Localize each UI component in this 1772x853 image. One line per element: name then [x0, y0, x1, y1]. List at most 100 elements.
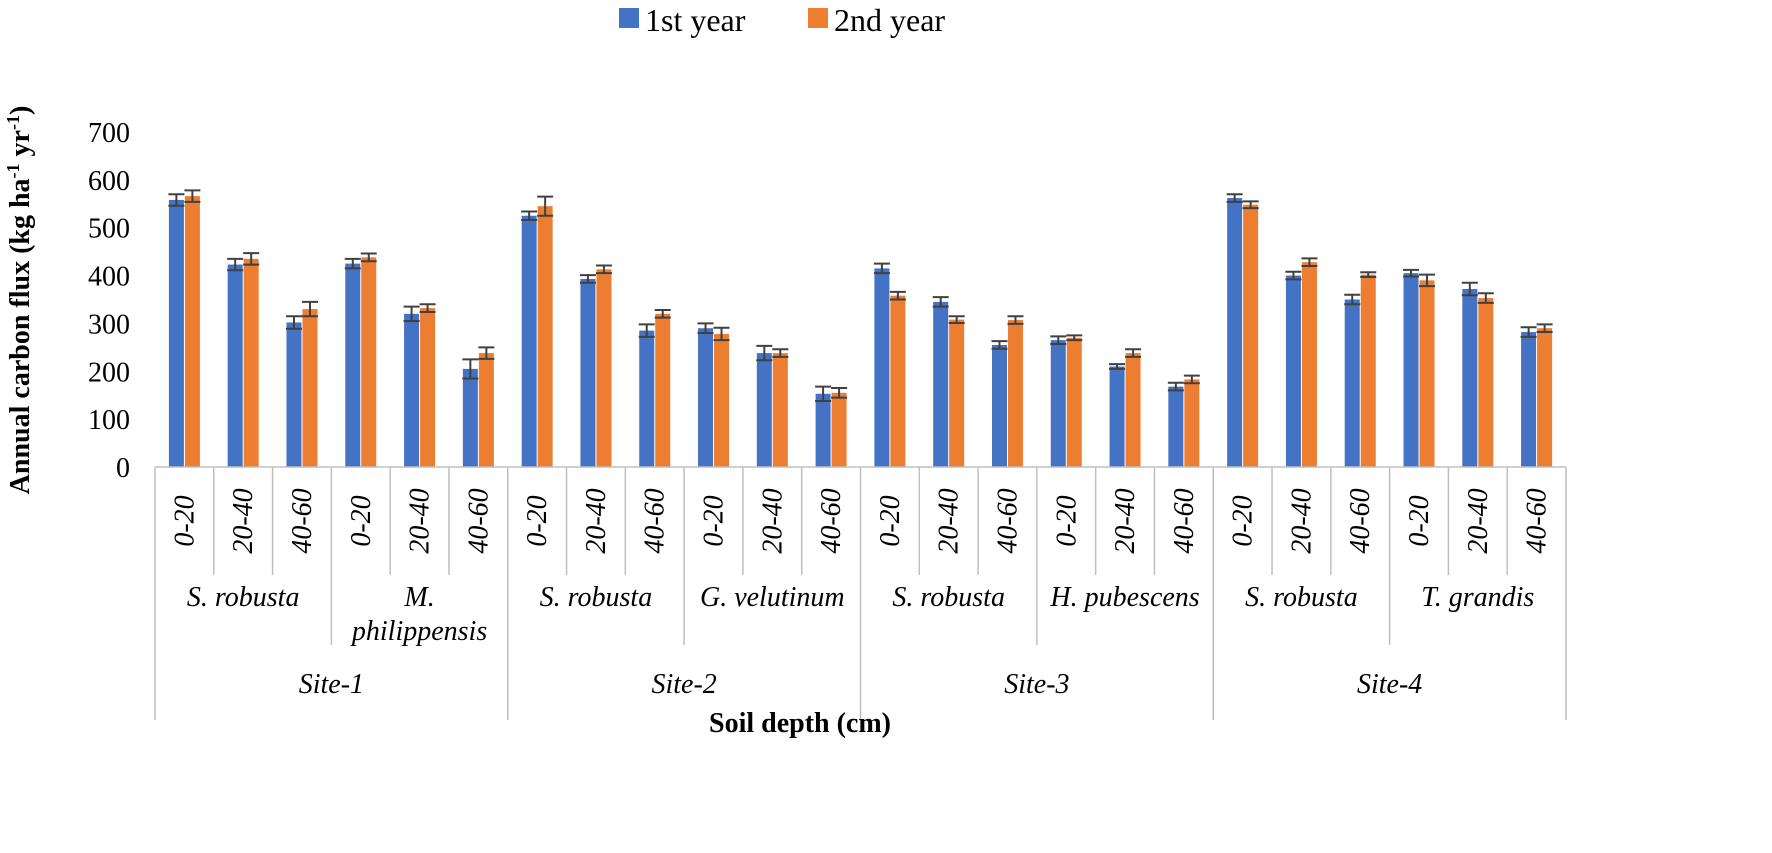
- bar-year2: [772, 353, 788, 467]
- y-tick-label: 300: [88, 309, 130, 340]
- x-tick-label-depth: 0-20: [1404, 495, 1435, 546]
- x-tick-label-depth: 20-40: [405, 488, 436, 553]
- bar-year2: [1360, 274, 1376, 467]
- bar-year1: [286, 322, 302, 467]
- bar-year2: [1537, 328, 1553, 467]
- x-tick-label-depth: 0-20: [1051, 495, 1082, 546]
- bar-year2: [184, 196, 200, 467]
- x-tick-label-depth: 0-20: [1228, 495, 1259, 546]
- x-tick-label-depth: 20-40: [1286, 488, 1317, 553]
- y-axis-title-superscript: -1: [3, 163, 23, 178]
- bar-year1: [462, 368, 478, 467]
- x-axis-title: Soil depth (cm): [709, 708, 891, 739]
- bar-year1: [521, 215, 537, 467]
- x-group-label-species: M.: [403, 582, 434, 613]
- bar-year2: [420, 308, 436, 467]
- x-tick-label-depth: 20-40: [581, 488, 612, 553]
- x-group-label-site: Site-4: [1357, 669, 1422, 700]
- y-tick-label: 600: [88, 166, 130, 197]
- x-group-label-species: T. grandis: [1421, 582, 1534, 613]
- y-tick-label: 700: [88, 118, 130, 149]
- bar-year2: [1478, 298, 1494, 467]
- x-tick-label-depth: 40-60: [816, 488, 847, 553]
- bar-year2: [537, 206, 553, 467]
- y-tick-label: 500: [88, 214, 130, 245]
- y-tick-label: 0: [116, 453, 130, 484]
- bar-year1: [345, 263, 361, 467]
- x-group-label-species: S. robusta: [540, 582, 653, 613]
- bar-year1: [756, 353, 772, 467]
- y-axis-title-part: yr: [5, 130, 36, 163]
- bar-year2: [1125, 353, 1141, 467]
- x-tick-label-depth: 40-60: [463, 488, 494, 553]
- x-tick-label-depth: 0-20: [699, 495, 730, 546]
- bar-year2: [1419, 280, 1435, 467]
- bar-year2: [1007, 320, 1023, 467]
- bar-year1: [933, 301, 949, 467]
- bar-year1: [1344, 299, 1360, 467]
- bar-year1: [815, 393, 831, 467]
- bar-year1: [874, 268, 890, 467]
- x-group-label-site: Site-3: [1004, 669, 1069, 700]
- bar-year2: [596, 269, 612, 467]
- bars: [168, 189, 1553, 468]
- bar-year2: [478, 353, 494, 467]
- x-tick-label-depth: 20-40: [934, 488, 965, 553]
- x-tick-label-depth: 0-20: [522, 495, 553, 546]
- bar-year1: [1109, 366, 1125, 467]
- x-group-label-site: Site-1: [299, 669, 364, 700]
- bar-year1: [1227, 198, 1243, 468]
- x-tick-label-depth: 20-40: [1110, 488, 1141, 553]
- x-group-label-species: philippensis: [350, 616, 487, 647]
- y-tick-label: 200: [88, 357, 130, 388]
- bar-year2: [1184, 379, 1200, 467]
- bar-year1: [1462, 288, 1478, 467]
- bar-year1: [580, 278, 596, 467]
- bar-year2: [243, 258, 259, 467]
- y-axis-title: Annual carbon flux (kg ha-1 yr-1): [3, 106, 36, 495]
- x-group-label-species: S. robusta: [187, 582, 300, 613]
- x-tick-label-depth: 40-60: [992, 488, 1023, 553]
- x-tick-label-depth: 40-60: [640, 488, 671, 553]
- bar-year1: [1050, 340, 1066, 467]
- legend: 1st year 2nd year: [619, 2, 945, 38]
- x-group-label-site: Site-2: [651, 669, 716, 700]
- y-tick-label: 400: [88, 262, 130, 293]
- bar-year1: [639, 330, 655, 467]
- x-tick-label-depth: 20-40: [228, 488, 259, 553]
- bar-year2: [1243, 204, 1259, 467]
- legend-swatch-2: [808, 8, 828, 28]
- x-tick-label-depth: 20-40: [1463, 488, 1494, 553]
- x-tick-label-depth: 0-20: [169, 495, 200, 546]
- bar-year2: [655, 313, 671, 467]
- x-tick-label-depth: 40-60: [1169, 488, 1200, 553]
- y-axis-title-superscript: -1: [3, 115, 23, 130]
- bar-year1: [404, 313, 420, 467]
- y-axis: 0 100 200 300 400 500 600 700 Annual carbon flux…: [3, 106, 130, 495]
- bar-year1: [991, 344, 1007, 467]
- x-tick-label-depth: 40-60: [1522, 488, 1553, 553]
- x-group-label-species: S. robusta: [1245, 582, 1358, 613]
- legend-label-1: 1st year: [645, 2, 746, 38]
- x-tick-label-depth: 40-60: [287, 488, 318, 553]
- legend-swatch-1: [619, 8, 639, 28]
- bar-year1: [1285, 275, 1301, 467]
- bar-year2: [949, 319, 965, 467]
- bar-year1: [227, 264, 243, 467]
- x-tick-label-depth: 20-40: [757, 488, 788, 553]
- bar-year1: [1403, 273, 1419, 467]
- bar-year2: [714, 333, 730, 467]
- bar-year1: [1521, 332, 1537, 467]
- x-tick-label-depth: 40-60: [1345, 488, 1376, 553]
- bar-year1: [168, 199, 184, 467]
- x-group-label-species: S. robusta: [892, 582, 1005, 613]
- bar-year2: [890, 295, 906, 467]
- y-tick-label: 100: [88, 405, 130, 436]
- bar-year2: [361, 257, 377, 467]
- bar-year2: [831, 392, 847, 467]
- x-tick-label-depth: 0-20: [875, 495, 906, 546]
- bar-year2: [1301, 262, 1317, 467]
- bar-year2: [1066, 337, 1082, 467]
